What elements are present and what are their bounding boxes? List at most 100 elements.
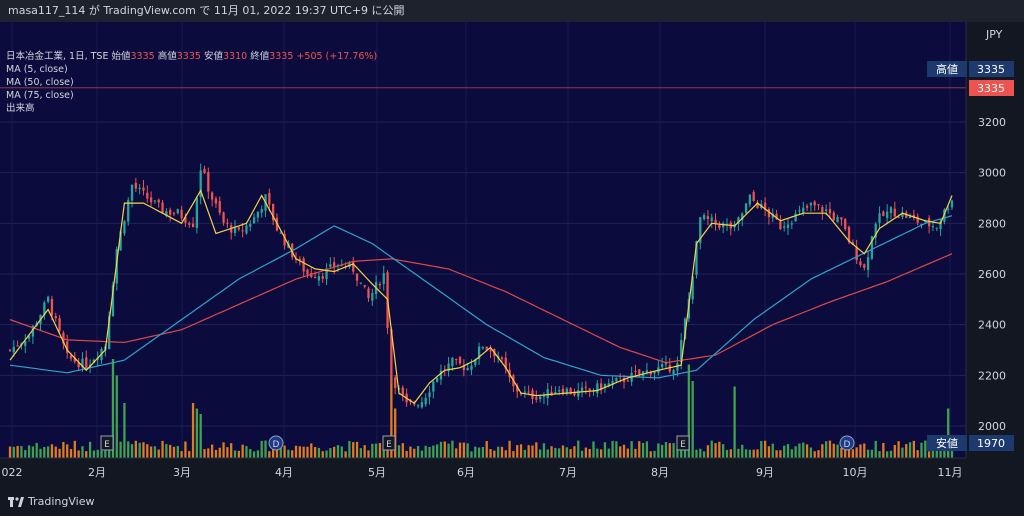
- earnings-marker[interactable]: [100, 435, 114, 451]
- dividend-marker[interactable]: [839, 435, 855, 451]
- ma50-line: [9, 215, 953, 379]
- volume-bar: [851, 449, 854, 458]
- volume-bar: [489, 449, 492, 458]
- candle-body: [763, 202, 767, 210]
- legend-ma50[interactable]: MA (50, close): [6, 77, 74, 88]
- candle-body: [439, 370, 443, 380]
- volume-bar: [809, 447, 813, 458]
- volume-bar: [485, 441, 488, 458]
- price-tick-label: 2800: [978, 217, 1006, 230]
- candle-body: [855, 247, 858, 261]
- volume-bar: [333, 446, 336, 458]
- volume-bar: [81, 446, 84, 458]
- candle-body: [653, 371, 656, 374]
- candle-body: [394, 377, 397, 388]
- price-chart[interactable]: E D E E D JPY 2000 2200 2400 2600 2800 3000 3200 高…: [0, 22, 1024, 486]
- candle-body: [859, 261, 862, 266]
- candle-body: [382, 273, 385, 284]
- volume-bar: [775, 450, 778, 458]
- volume-bar: [325, 450, 328, 458]
- legend-ma5[interactable]: MA (5, close): [6, 64, 68, 75]
- candle-body: [27, 335, 31, 339]
- candle-body: [931, 226, 935, 228]
- volume-bar: [458, 442, 462, 458]
- volume-bar: [523, 449, 527, 458]
- candle-body: [863, 264, 866, 268]
- candle-body: [218, 201, 221, 213]
- volume-bar: [237, 450, 240, 458]
- volume-bar: [20, 446, 23, 458]
- volume-bar: [176, 446, 179, 458]
- volume-bar: [85, 451, 88, 458]
- candle-body: [718, 225, 721, 228]
- volume-bar: [729, 449, 732, 458]
- dividend-marker[interactable]: [268, 435, 284, 451]
- volume-bar: [702, 451, 706, 458]
- volume-bar: [512, 451, 515, 458]
- volume-bar: [821, 444, 824, 458]
- earnings-marker[interactable]: [676, 435, 690, 451]
- volume-bar: [302, 446, 305, 458]
- volume-bar: [573, 446, 576, 458]
- candle-body: [134, 182, 137, 189]
- volume-bar: [451, 440, 454, 458]
- time-tick-label: 3月: [173, 466, 191, 479]
- legend-high-label: 高値: [157, 51, 177, 62]
- last-price-value: 3335: [977, 82, 1005, 95]
- volume-bar: [226, 447, 229, 458]
- volume-bar: [352, 442, 355, 458]
- candle-body: [809, 202, 813, 206]
- legend-ma75[interactable]: MA (75, close): [6, 90, 74, 101]
- volume-bar: [569, 449, 572, 458]
- candle-body: [313, 277, 317, 279]
- volume-bar: [260, 440, 263, 458]
- price-axis-background: [966, 22, 1024, 486]
- candle-body: [298, 258, 301, 260]
- volume-bar: [676, 448, 679, 458]
- volume-bar: [840, 448, 843, 458]
- volume-bar: [786, 444, 790, 458]
- candle-body: [169, 209, 172, 215]
- candle-body: [794, 213, 797, 222]
- volume-bar: [638, 441, 641, 458]
- volume-bar: [207, 448, 210, 458]
- candle-body: [569, 388, 572, 395]
- candle-body: [573, 391, 576, 396]
- volume-bar: [169, 444, 172, 458]
- volume-bar: [886, 451, 889, 458]
- volume-bar: [889, 450, 893, 458]
- volume-bar: [672, 443, 675, 458]
- candle-body: [481, 347, 485, 349]
- candle-body: [947, 208, 950, 210]
- candle-body: [180, 209, 183, 219]
- candle-body: [302, 258, 305, 272]
- volume-bar: [668, 443, 671, 458]
- time-tick-label: 5月: [368, 466, 386, 479]
- candle-body: [432, 381, 435, 392]
- ma75-line: [9, 253, 953, 364]
- candle-body: [451, 357, 454, 367]
- candle-body: [279, 232, 282, 234]
- candle-body: [538, 396, 542, 400]
- volume-bar: [172, 446, 176, 458]
- volume-bar: [310, 443, 313, 458]
- volume-bar: [272, 447, 275, 458]
- price-tick-label: 3200: [978, 116, 1006, 129]
- earnings-marker[interactable]: [382, 435, 396, 451]
- time-tick-label: 8月: [651, 466, 669, 479]
- volume-bar: [275, 443, 279, 458]
- volume-bar: [214, 449, 218, 458]
- time-tick-label: 11月: [938, 466, 963, 479]
- legend-volume[interactable]: 出来高: [6, 103, 35, 114]
- candle-body: [50, 299, 54, 316]
- volume-bar: [157, 449, 160, 458]
- candle-body: [123, 221, 126, 234]
- tradingview-logo[interactable]: TradingView: [8, 495, 94, 508]
- candle-body: [504, 357, 507, 369]
- chart-area[interactable]: E D E E D JPY 2000 2200 2400 2600 2800 3000 3200 高…: [0, 22, 1024, 486]
- volume-bar: [916, 450, 919, 458]
- volume-bar: [443, 441, 446, 458]
- candle-body: [558, 390, 561, 392]
- candle-body: [184, 217, 187, 223]
- candle-body: [588, 388, 591, 391]
